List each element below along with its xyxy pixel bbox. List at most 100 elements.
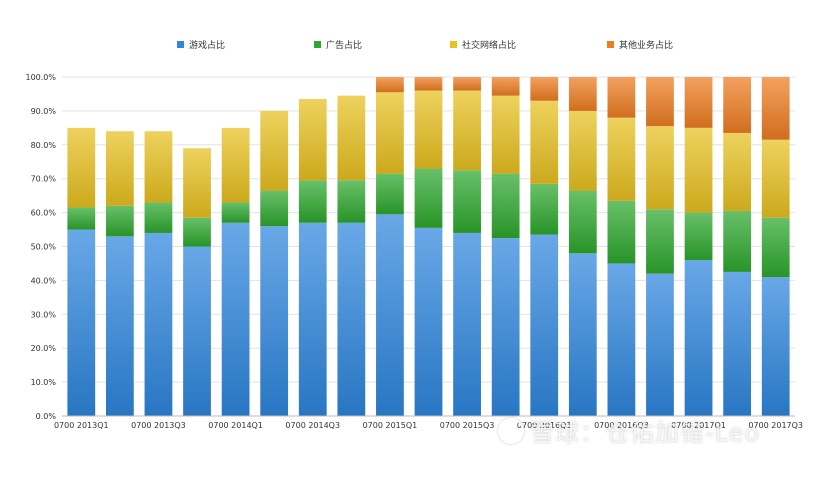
bar-segment-games[interactable] [491,238,520,416]
bar-segment-other[interactable] [453,77,481,91]
y-tick-label: 40.0% [31,276,57,285]
legend-swatch-games [177,41,184,48]
bar-segment-games[interactable] [684,260,713,416]
legend-item-other[interactable]: 其他业务占比 [607,38,673,51]
x-tick-label: 0700 2014Q1 [208,421,263,430]
bar-segment-social[interactable] [530,100,559,184]
bar-segment-games[interactable] [376,214,404,416]
legend-swatch-social [450,41,457,48]
y-tick-label: 100.0% [25,73,56,82]
bar-segment-other[interactable] [723,77,752,133]
bar-segment-games[interactable] [453,232,481,416]
x-tick-label: 0700 2015Q1 [363,421,418,430]
legend-swatch-other [607,41,614,48]
bar-segment-ads[interactable] [183,217,211,247]
bar-segment-other[interactable] [607,77,636,118]
y-axis: 0.0% 10.0% 20.0% 30.0% 40.0% 50.0% 60.0% 70.0% 8… [25,73,56,421]
bar-segment-ads[interactable] [144,202,173,233]
bar-segment-ads[interactable] [568,190,597,254]
bar-segment-ads[interactable] [260,190,289,227]
bar-segment-games[interactable] [568,253,597,416]
bar-segment-ads[interactable] [298,180,327,223]
y-tick-label: 70.0% [31,175,57,184]
y-tick-label: 90.0% [31,107,57,116]
legend-label-other: 其他业务占比 [619,41,674,51]
legend-label-social: 社交网络占比 [462,41,517,51]
bar-segment-games[interactable] [105,236,134,416]
x-tick-label: 0700 2013Q1 [54,421,109,430]
bar-segment-social[interactable] [260,110,289,191]
bar-segment-games[interactable] [530,234,559,416]
bar-segment-social[interactable] [723,132,752,211]
bar-segment-social[interactable] [761,139,790,218]
legend-label-ads: 广告占比 [326,41,363,51]
bar-segment-ads[interactable] [453,170,481,233]
bar-segment-ads[interactable] [67,207,96,230]
bar-segment-other[interactable] [684,77,713,128]
bar-segment-social[interactable] [646,126,674,210]
bar-segment-games[interactable] [67,229,96,416]
bar-segment-ads[interactable] [761,217,790,278]
bar-segment-ads[interactable] [105,205,134,237]
bar-segment-social[interactable] [298,99,327,181]
bar-segment-games[interactable] [761,277,790,416]
bar-segment-games[interactable] [183,246,211,417]
bar-segment-other[interactable] [568,77,597,111]
bar-segment-other[interactable] [491,77,520,96]
bar-segment-ads[interactable] [221,202,250,223]
bar-segment-social[interactable] [607,117,636,201]
y-tick-label: 30.0% [31,310,57,319]
watermark: 雪球：仓佑加错-Leo [498,413,760,448]
bar-segment-ads[interactable] [684,212,713,261]
bar-segment-social[interactable] [568,110,597,191]
legend-item-ads[interactable]: 广告占比 [314,38,362,51]
bar-segment-ads[interactable] [723,210,752,272]
bar-segment-games[interactable] [144,232,173,416]
watermark-logo-icon [498,417,524,444]
bar-segment-social[interactable] [337,95,366,181]
bar-segment-ads[interactable] [530,183,559,235]
bar-segment-other[interactable] [646,77,674,127]
bar-segment-ads[interactable] [646,209,674,274]
bar-segment-social[interactable] [221,127,250,203]
x-tick-label: 0700 2016Q1 [517,421,572,430]
x-tick-label: 0700 2016Q3 [594,421,649,430]
bars [67,77,790,417]
y-tick-label: 0.0% [36,412,57,421]
legend-item-social[interactable]: 社交网络占比 [450,38,516,51]
bar-segment-social[interactable] [105,131,134,206]
bar-segment-games[interactable] [607,263,636,416]
bar-segment-games[interactable] [298,222,327,416]
bar-segment-social[interactable] [491,95,520,174]
bar-segment-ads[interactable] [414,168,443,228]
y-tick-label: 10.0% [31,378,57,387]
bar-segment-other[interactable] [414,77,443,91]
legend-item-games[interactable]: 游戏占比 [177,38,225,51]
watermark-text: 雪球：仓佑加错-Leo [530,419,761,447]
bar-segment-games[interactable] [646,273,674,416]
bar-segment-ads[interactable] [491,173,520,239]
bar-segment-social[interactable] [453,90,481,171]
bar-segment-games[interactable] [260,226,289,416]
bar-segment-social[interactable] [376,92,404,174]
bar-segment-games[interactable] [337,222,366,416]
bar-segment-games[interactable] [221,222,250,416]
y-tick-label: 60.0% [31,209,57,218]
bar-segment-games[interactable] [414,227,443,416]
bar-segment-games[interactable] [723,271,752,416]
bar-segment-social[interactable] [684,127,713,213]
bar-segment-social[interactable] [144,131,173,203]
bar-segment-other[interactable] [761,77,790,140]
bar-segment-other[interactable] [376,77,404,93]
bar-segment-other[interactable] [530,77,559,101]
x-axis: 0700 2013Q1 0700 2013Q3 0700 2014Q1 0700 20… [54,415,803,430]
bar-segment-ads[interactable] [337,180,366,223]
bar-segment-ads[interactable] [376,173,404,215]
bar-segment-social[interactable] [67,127,96,208]
bar-segment-social[interactable] [183,148,211,218]
y-tick-label: 80.0% [31,141,57,150]
x-tick-label: 0700 2015Q3 [440,421,495,430]
x-tick-label: 0700 2017Q1 [671,421,726,430]
bar-segment-social[interactable] [414,90,443,169]
bar-segment-ads[interactable] [607,200,636,264]
